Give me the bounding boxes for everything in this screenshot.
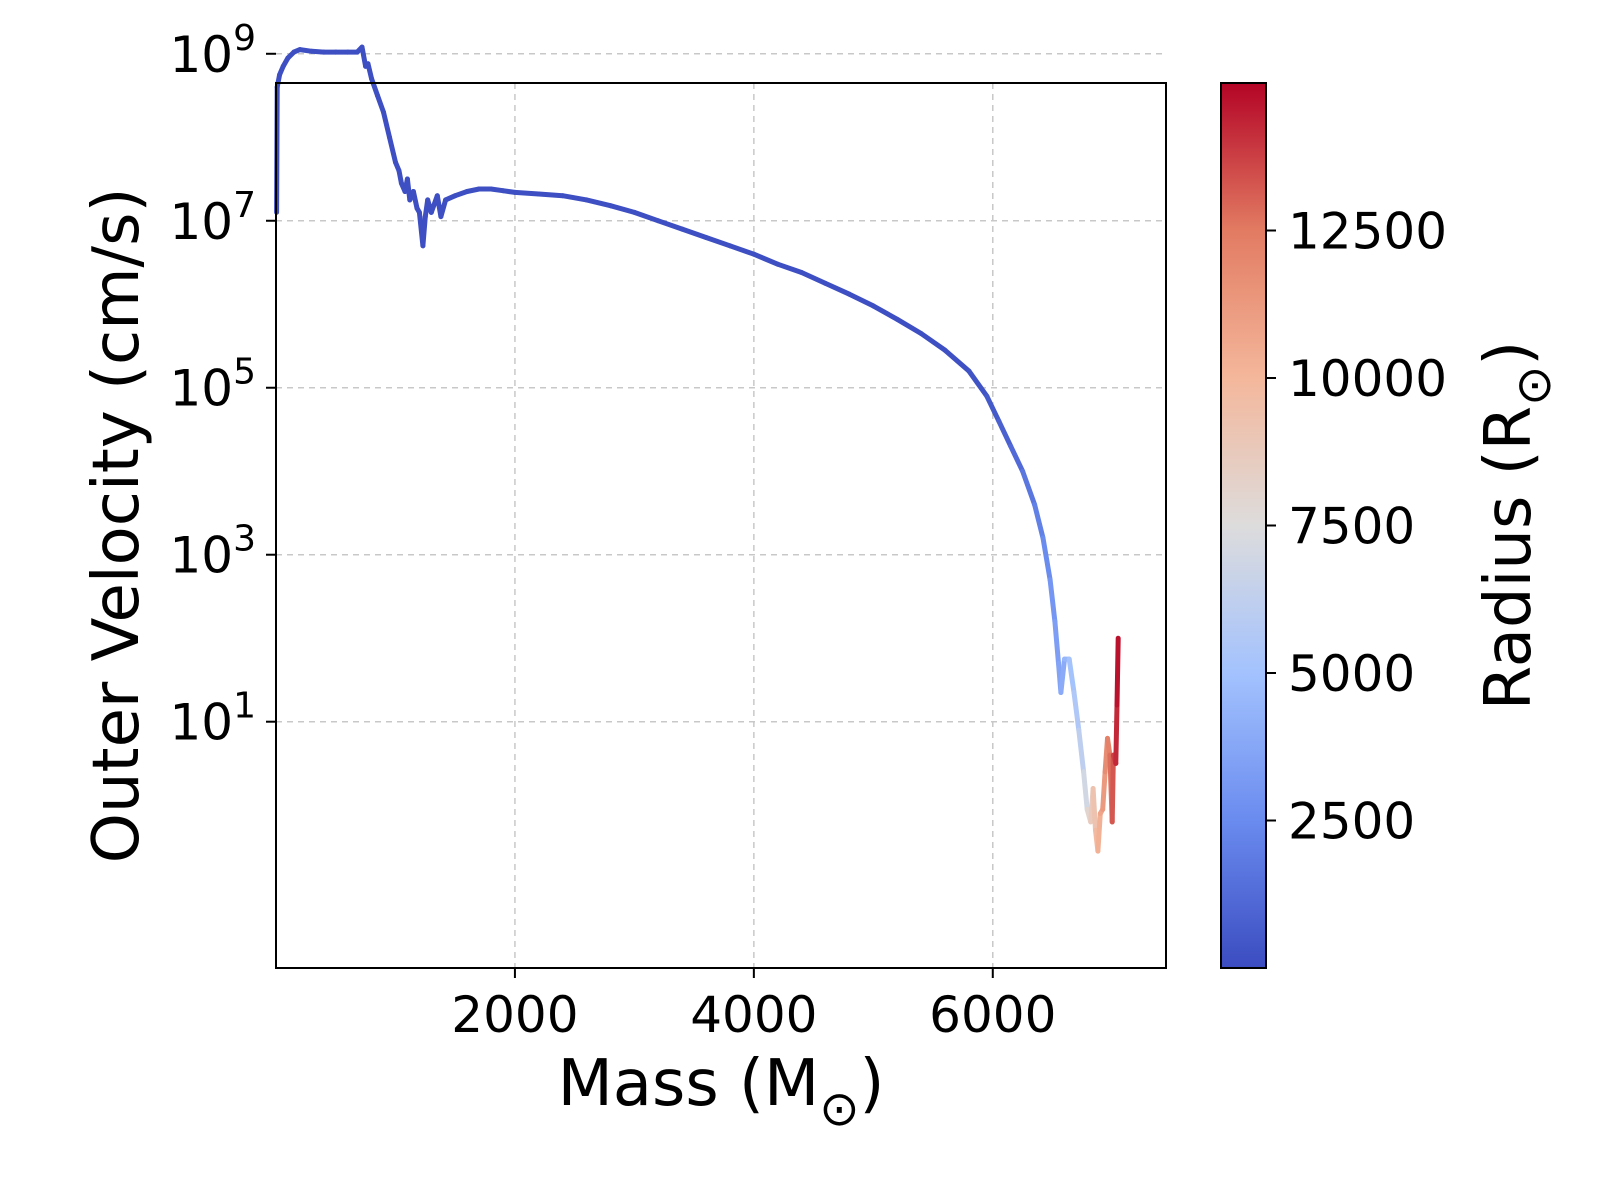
series-segment — [1090, 786, 1098, 833]
series-segment — [1109, 752, 1116, 825]
series-segment — [1076, 727, 1087, 775]
x-axis-label-text: Mass (M — [558, 1047, 820, 1121]
series-segment — [679, 226, 709, 240]
series-segment — [918, 331, 948, 353]
x-axis-label: Mass (M⊙) — [558, 1047, 885, 1137]
data-series — [274, 44, 1121, 854]
series-segment — [608, 203, 637, 215]
colorbar — [1220, 82, 1267, 969]
y-axis-ticks: 101 103 105 107 109 — [169, 18, 276, 752]
y-tick-label: 105 — [169, 352, 256, 418]
series-segment — [1100, 769, 1108, 812]
colorbar-label-close: ) — [1472, 341, 1546, 366]
series-segment — [584, 197, 613, 209]
series-segment — [512, 189, 542, 197]
series-segment — [727, 243, 757, 257]
series-segment — [631, 209, 661, 224]
colorbar-label-symbol: ⊙ — [1506, 366, 1562, 406]
x-tick-label: 2000 — [451, 986, 578, 1044]
series-segment — [1040, 535, 1053, 583]
colorbar-tick-label: 2500 — [1288, 793, 1415, 851]
series-segment — [870, 303, 900, 322]
series-segment — [823, 280, 852, 297]
series-segment — [1032, 502, 1046, 541]
series-segment — [996, 418, 1014, 449]
x-axis-ticks: 2000 4000 6000 — [451, 968, 1056, 1044]
y-tick-label: 103 — [169, 519, 256, 585]
series-segment — [560, 193, 590, 203]
series-segment — [1113, 702, 1120, 766]
series-segment — [984, 393, 1002, 424]
colorbar-tick-label: 5000 — [1288, 645, 1415, 703]
series-segment — [655, 218, 685, 232]
series-segment — [410, 189, 420, 211]
colorbar-tick-label: 12500 — [1288, 203, 1447, 261]
y-tick-label: 101 — [169, 686, 256, 752]
series-segment — [1047, 577, 1058, 624]
series-segment — [1114, 635, 1121, 708]
series-segment — [438, 197, 449, 220]
colorbar-label-text: Radius (R — [1472, 406, 1546, 710]
series-segment — [536, 191, 566, 199]
series-segment — [375, 93, 386, 115]
series-segment — [942, 347, 972, 374]
colorbar-ticks: 2500 5000 7500 10000 12500 — [1266, 203, 1447, 851]
colorbar-label: Radius (R⊙) — [1472, 341, 1562, 711]
colorbar-tick-label: 7500 — [1288, 498, 1415, 556]
x-axis-label-close: ) — [859, 1047, 884, 1121]
series-segment — [894, 316, 924, 336]
series-segment — [751, 251, 781, 267]
series-segment — [775, 261, 805, 275]
series-segment — [359, 44, 369, 69]
series-segment — [1008, 443, 1026, 474]
series-segment — [1058, 656, 1067, 695]
x-tick-label: 4000 — [690, 986, 817, 1044]
y-tick-label: 109 — [169, 18, 256, 84]
series-segment — [1081, 769, 1090, 812]
series-segment — [369, 76, 380, 98]
series-segment — [1095, 811, 1103, 854]
colorbar-tick-label: 10000 — [1288, 350, 1447, 408]
series-segment — [387, 134, 398, 165]
series-segment — [799, 270, 828, 286]
series-segment — [1066, 656, 1077, 695]
series-segment — [846, 291, 876, 309]
series-segment — [1052, 619, 1061, 666]
y-axis-label: Outer Velocity (cm/s) — [80, 188, 154, 864]
x-tick-label: 6000 — [929, 986, 1056, 1044]
plot-frame — [275, 82, 1167, 969]
x-axis-label-symbol: ⊙ — [819, 1081, 859, 1137]
series-segment — [381, 109, 392, 140]
series-segment — [703, 235, 733, 249]
series-segment — [966, 368, 990, 399]
series-segment — [365, 61, 375, 82]
y-tick-label: 107 — [169, 185, 256, 251]
series-segment — [1105, 735, 1113, 758]
series-segment — [420, 214, 428, 249]
series-segment — [1071, 690, 1082, 733]
series-segment — [1020, 468, 1038, 508]
